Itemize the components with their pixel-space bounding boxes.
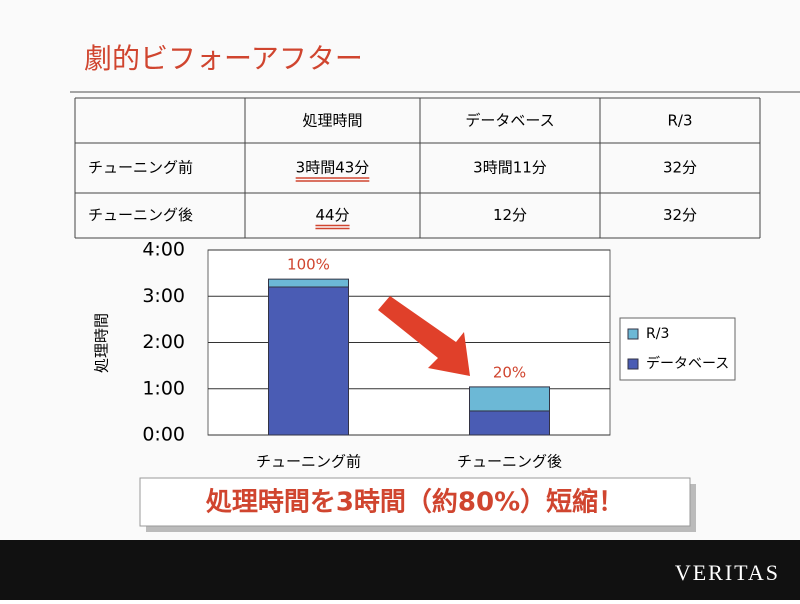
row-label: チューニング後 (88, 206, 193, 224)
table-cell: 3時間43分 (296, 159, 370, 177)
y-tick-label: 0:00 (142, 424, 185, 446)
y-tick-label: 3:00 (142, 285, 185, 307)
bar-segment (469, 386, 550, 412)
legend-box (619, 317, 736, 381)
y-tick-label: 1:00 (142, 377, 185, 399)
footer (0, 540, 800, 600)
y-tick-label: 2:00 (142, 331, 185, 353)
row-label: チューニング前 (88, 159, 193, 177)
legend-swatch (627, 328, 639, 340)
total-label: 100% (287, 256, 330, 274)
table-cell: 32分 (663, 159, 697, 177)
table-cell: 3時間11分 (473, 159, 547, 177)
callout-box (139, 477, 691, 527)
table-header: データベース (465, 112, 554, 130)
table-header: 処理時間 (302, 112, 362, 130)
callout-text: 処理時間を3時間（約80%）短縮！ (206, 487, 624, 518)
logo: VERITAS (675, 560, 780, 585)
x-tick-label: チューニング前 (256, 453, 361, 471)
y-axis-label: 処理時間 (93, 313, 111, 373)
legend-label: R/3 (646, 326, 669, 342)
slide-title: 劇的ビフォーアフター (84, 42, 363, 75)
arrow (378, 296, 470, 376)
legend-swatch (627, 358, 639, 370)
x-tick-label: チューニング後 (457, 453, 562, 471)
total-label: 20% (493, 363, 526, 381)
table-header: R/3 (667, 112, 692, 130)
bar-segment (469, 410, 550, 436)
legend-label: データベース (646, 355, 729, 372)
table-cell: 44分 (315, 206, 349, 224)
bar-segment (268, 278, 349, 288)
y-tick-label: 4:00 (142, 239, 185, 261)
table-cell: 32分 (663, 206, 697, 224)
bar-segment (268, 286, 349, 436)
table-cell: 12分 (493, 206, 527, 224)
